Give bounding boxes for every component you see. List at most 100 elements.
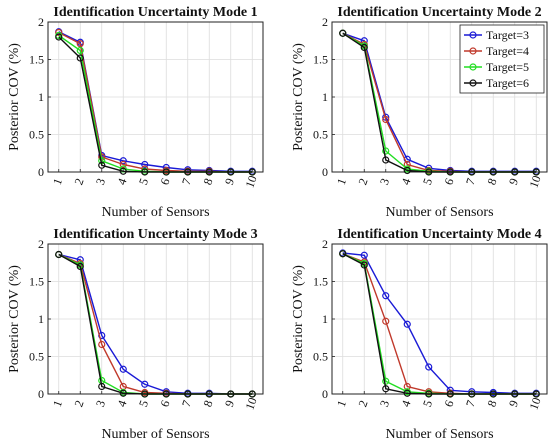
y-tick-label: 0 bbox=[322, 165, 328, 179]
x-tick-label: 7 bbox=[179, 176, 194, 186]
series-line bbox=[342, 253, 537, 395]
x-tick-label: 8 bbox=[200, 398, 215, 408]
data-point bbox=[119, 167, 127, 175]
chart-title: Identification Uncertainty Mode 3 bbox=[53, 227, 257, 242]
data-point bbox=[162, 390, 170, 398]
data-point bbox=[446, 390, 454, 398]
legend-swatch-marker bbox=[469, 47, 477, 55]
y-tick-label: 0 bbox=[322, 387, 328, 401]
legend-label: Target=3 bbox=[486, 28, 529, 42]
data-point bbox=[141, 160, 149, 169]
series-line bbox=[58, 36, 253, 173]
data-point bbox=[248, 168, 256, 176]
data-point bbox=[184, 168, 192, 176]
data-point bbox=[382, 147, 390, 155]
y-tick-label: 2 bbox=[322, 15, 328, 29]
data-point bbox=[403, 166, 411, 175]
chart-title: Identification Uncertainty Mode 4 bbox=[337, 227, 541, 242]
x-tick-label: 2 bbox=[71, 398, 86, 408]
x-tick-label: 7 bbox=[179, 398, 194, 408]
x-tick-label: 9 bbox=[222, 398, 237, 408]
y-tick-label: 2 bbox=[38, 15, 44, 29]
y-tick-label: 2 bbox=[38, 237, 44, 251]
data-point bbox=[425, 168, 433, 176]
x-tick-label: 8 bbox=[484, 398, 499, 408]
data-point bbox=[425, 363, 433, 371]
data-point bbox=[511, 390, 519, 398]
series-line bbox=[58, 253, 253, 395]
x-tick-label: 4 bbox=[398, 398, 413, 408]
x-axis-label: Number of Sensors bbox=[385, 427, 493, 442]
data-point bbox=[339, 250, 347, 258]
legend: Target=3 Target=4 Target=5 Target=6 bbox=[459, 24, 545, 94]
x-tick-label: 8 bbox=[200, 176, 215, 186]
data-point bbox=[141, 380, 149, 388]
y-axis-label: Posterior COV (%) bbox=[291, 43, 306, 151]
series-line bbox=[342, 32, 537, 173]
data-point bbox=[382, 292, 390, 300]
data-point bbox=[248, 390, 256, 398]
data-point bbox=[489, 390, 497, 398]
legend-swatch-marker bbox=[469, 31, 477, 39]
data-point bbox=[227, 168, 235, 176]
x-tick-label: 5 bbox=[136, 176, 151, 186]
data-point bbox=[141, 390, 149, 398]
data-point bbox=[403, 382, 411, 391]
x-tick-label: 6 bbox=[441, 176, 456, 186]
x-axis-label: Number of Sensors bbox=[101, 205, 209, 220]
data-point bbox=[76, 54, 84, 62]
data-point bbox=[382, 317, 390, 325]
y-tick-label: 1.5 bbox=[313, 53, 328, 67]
data-point bbox=[382, 377, 390, 385]
data-point bbox=[76, 40, 84, 48]
x-tick-label: 1 bbox=[334, 398, 349, 408]
legend-label: Target=4 bbox=[486, 44, 529, 58]
data-point bbox=[98, 340, 106, 349]
data-point bbox=[403, 389, 411, 397]
data-point bbox=[119, 160, 127, 169]
x-tick-label: 8 bbox=[484, 176, 499, 186]
series-target-6 bbox=[55, 250, 256, 398]
data-point bbox=[339, 29, 347, 37]
data-point bbox=[360, 251, 368, 259]
legend-entry: Target=5 bbox=[464, 60, 529, 74]
data-point bbox=[489, 168, 497, 176]
data-point bbox=[141, 168, 149, 176]
y-tick-label: 0.5 bbox=[29, 128, 44, 142]
legend-entry: Target=3 bbox=[464, 28, 529, 42]
x-tick-label: 2 bbox=[71, 176, 86, 186]
data-point bbox=[468, 388, 476, 396]
x-tick-label: 1 bbox=[50, 176, 65, 186]
y-tick-label: 0.5 bbox=[29, 350, 44, 364]
series-target-6 bbox=[339, 29, 540, 176]
x-tick-label: 9 bbox=[506, 398, 521, 408]
legend-entry: Target=4 bbox=[464, 44, 529, 58]
y-tick-label: 1 bbox=[322, 312, 328, 326]
x-tick-label: 3 bbox=[377, 176, 392, 186]
y-tick-label: 1.5 bbox=[313, 275, 328, 289]
data-point bbox=[162, 168, 170, 176]
y-axis-label: Posterior COV (%) bbox=[291, 265, 306, 373]
data-point bbox=[360, 43, 368, 52]
y-tick-label: 0.5 bbox=[313, 350, 328, 364]
data-point bbox=[511, 168, 519, 176]
data-point bbox=[468, 168, 476, 176]
data-point bbox=[205, 168, 213, 176]
x-tick-label: 3 bbox=[93, 176, 108, 186]
data-point bbox=[119, 165, 127, 173]
x-tick-label: 4 bbox=[398, 176, 413, 186]
data-point bbox=[532, 168, 540, 176]
x-tick-label: 5 bbox=[420, 176, 435, 186]
x-tick-label: 4 bbox=[114, 176, 129, 186]
data-point bbox=[119, 365, 127, 373]
y-tick-label: 2 bbox=[322, 237, 328, 251]
data-point bbox=[98, 161, 106, 169]
legend-label: Target=6 bbox=[486, 76, 529, 90]
data-point bbox=[382, 115, 390, 124]
x-tick-label: 7 bbox=[463, 398, 478, 408]
legend-box bbox=[459, 24, 545, 94]
x-tick-label: 1 bbox=[50, 398, 65, 408]
x-tick-label: 3 bbox=[377, 398, 392, 408]
